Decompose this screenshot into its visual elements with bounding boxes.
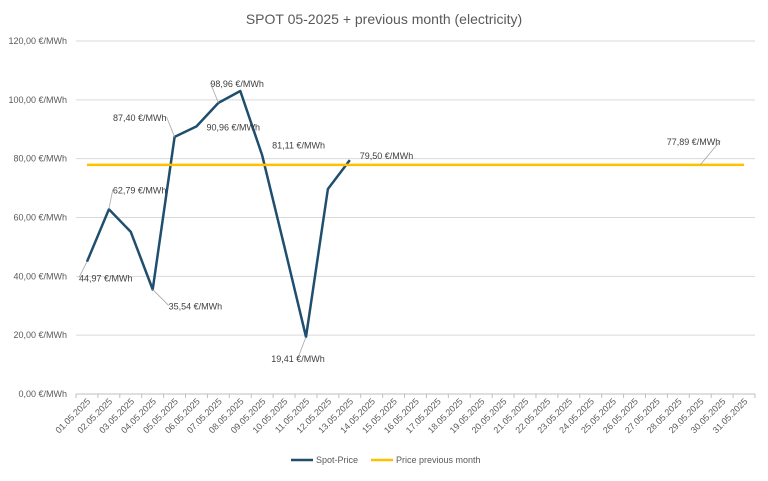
y-axis: 0,00 €/MWh 20,00 €/MWh 40,00 €/MWh 60,00 €/… bbox=[8, 36, 67, 399]
data-labels: 44,97 €/MWh 62,79 €/MWh 35,54 €/MWh 87,40 €… bbox=[78, 79, 721, 364]
x-axis: 01.05.202502.05.202503.05.202504.05.2025… bbox=[53, 394, 756, 435]
leader-line bbox=[166, 116, 175, 138]
legend-label-spot-price: Spot-Price bbox=[316, 455, 358, 465]
legend-label-price-previous-month: Price previous month bbox=[396, 455, 481, 465]
gridlines bbox=[76, 40, 755, 395]
data-label: 87,40 €/MWh bbox=[113, 113, 167, 123]
data-label: 77,89 €/MWh bbox=[667, 137, 721, 147]
data-label: 81,11 €/MWh bbox=[272, 140, 325, 150]
y-tick-label: 20,00 €/MWh bbox=[13, 330, 67, 340]
y-tick-label: 80,00 €/MWh bbox=[13, 154, 67, 164]
data-label: 35,54 €/MWh bbox=[169, 301, 223, 311]
series-group bbox=[85, 89, 744, 339]
legend: Spot-Price Price previous month bbox=[291, 455, 481, 465]
leader-line bbox=[152, 289, 169, 306]
leader-line bbox=[699, 140, 721, 166]
y-tick-label: 120,00 €/MWh bbox=[8, 36, 67, 46]
leader-line bbox=[297, 336, 307, 359]
data-label: 62,79 €/MWh bbox=[113, 185, 167, 195]
leader-line bbox=[108, 189, 114, 210]
series-line-spot-price bbox=[85, 89, 351, 339]
chart-title: SPOT 05-2025 + previous month (electrici… bbox=[246, 11, 522, 27]
y-tick-label: 0,00 €/MWh bbox=[18, 389, 67, 399]
data-label: 79,50 €/MWh bbox=[360, 151, 414, 161]
leader-line bbox=[78, 261, 88, 278]
leader-line bbox=[209, 82, 219, 104]
data-label: 19,41 €/MWh bbox=[271, 354, 325, 364]
y-tick-label: 60,00 €/MWh bbox=[13, 213, 67, 223]
y-tick-label: 40,00 €/MWh bbox=[13, 271, 67, 281]
data-label: 44,97 €/MWh bbox=[79, 274, 133, 284]
y-tick-label: 100,00 €/MWh bbox=[8, 95, 67, 105]
data-label: 90,96 €/MWh bbox=[206, 122, 260, 132]
data-label: 98,96 €/MWh bbox=[210, 79, 264, 89]
